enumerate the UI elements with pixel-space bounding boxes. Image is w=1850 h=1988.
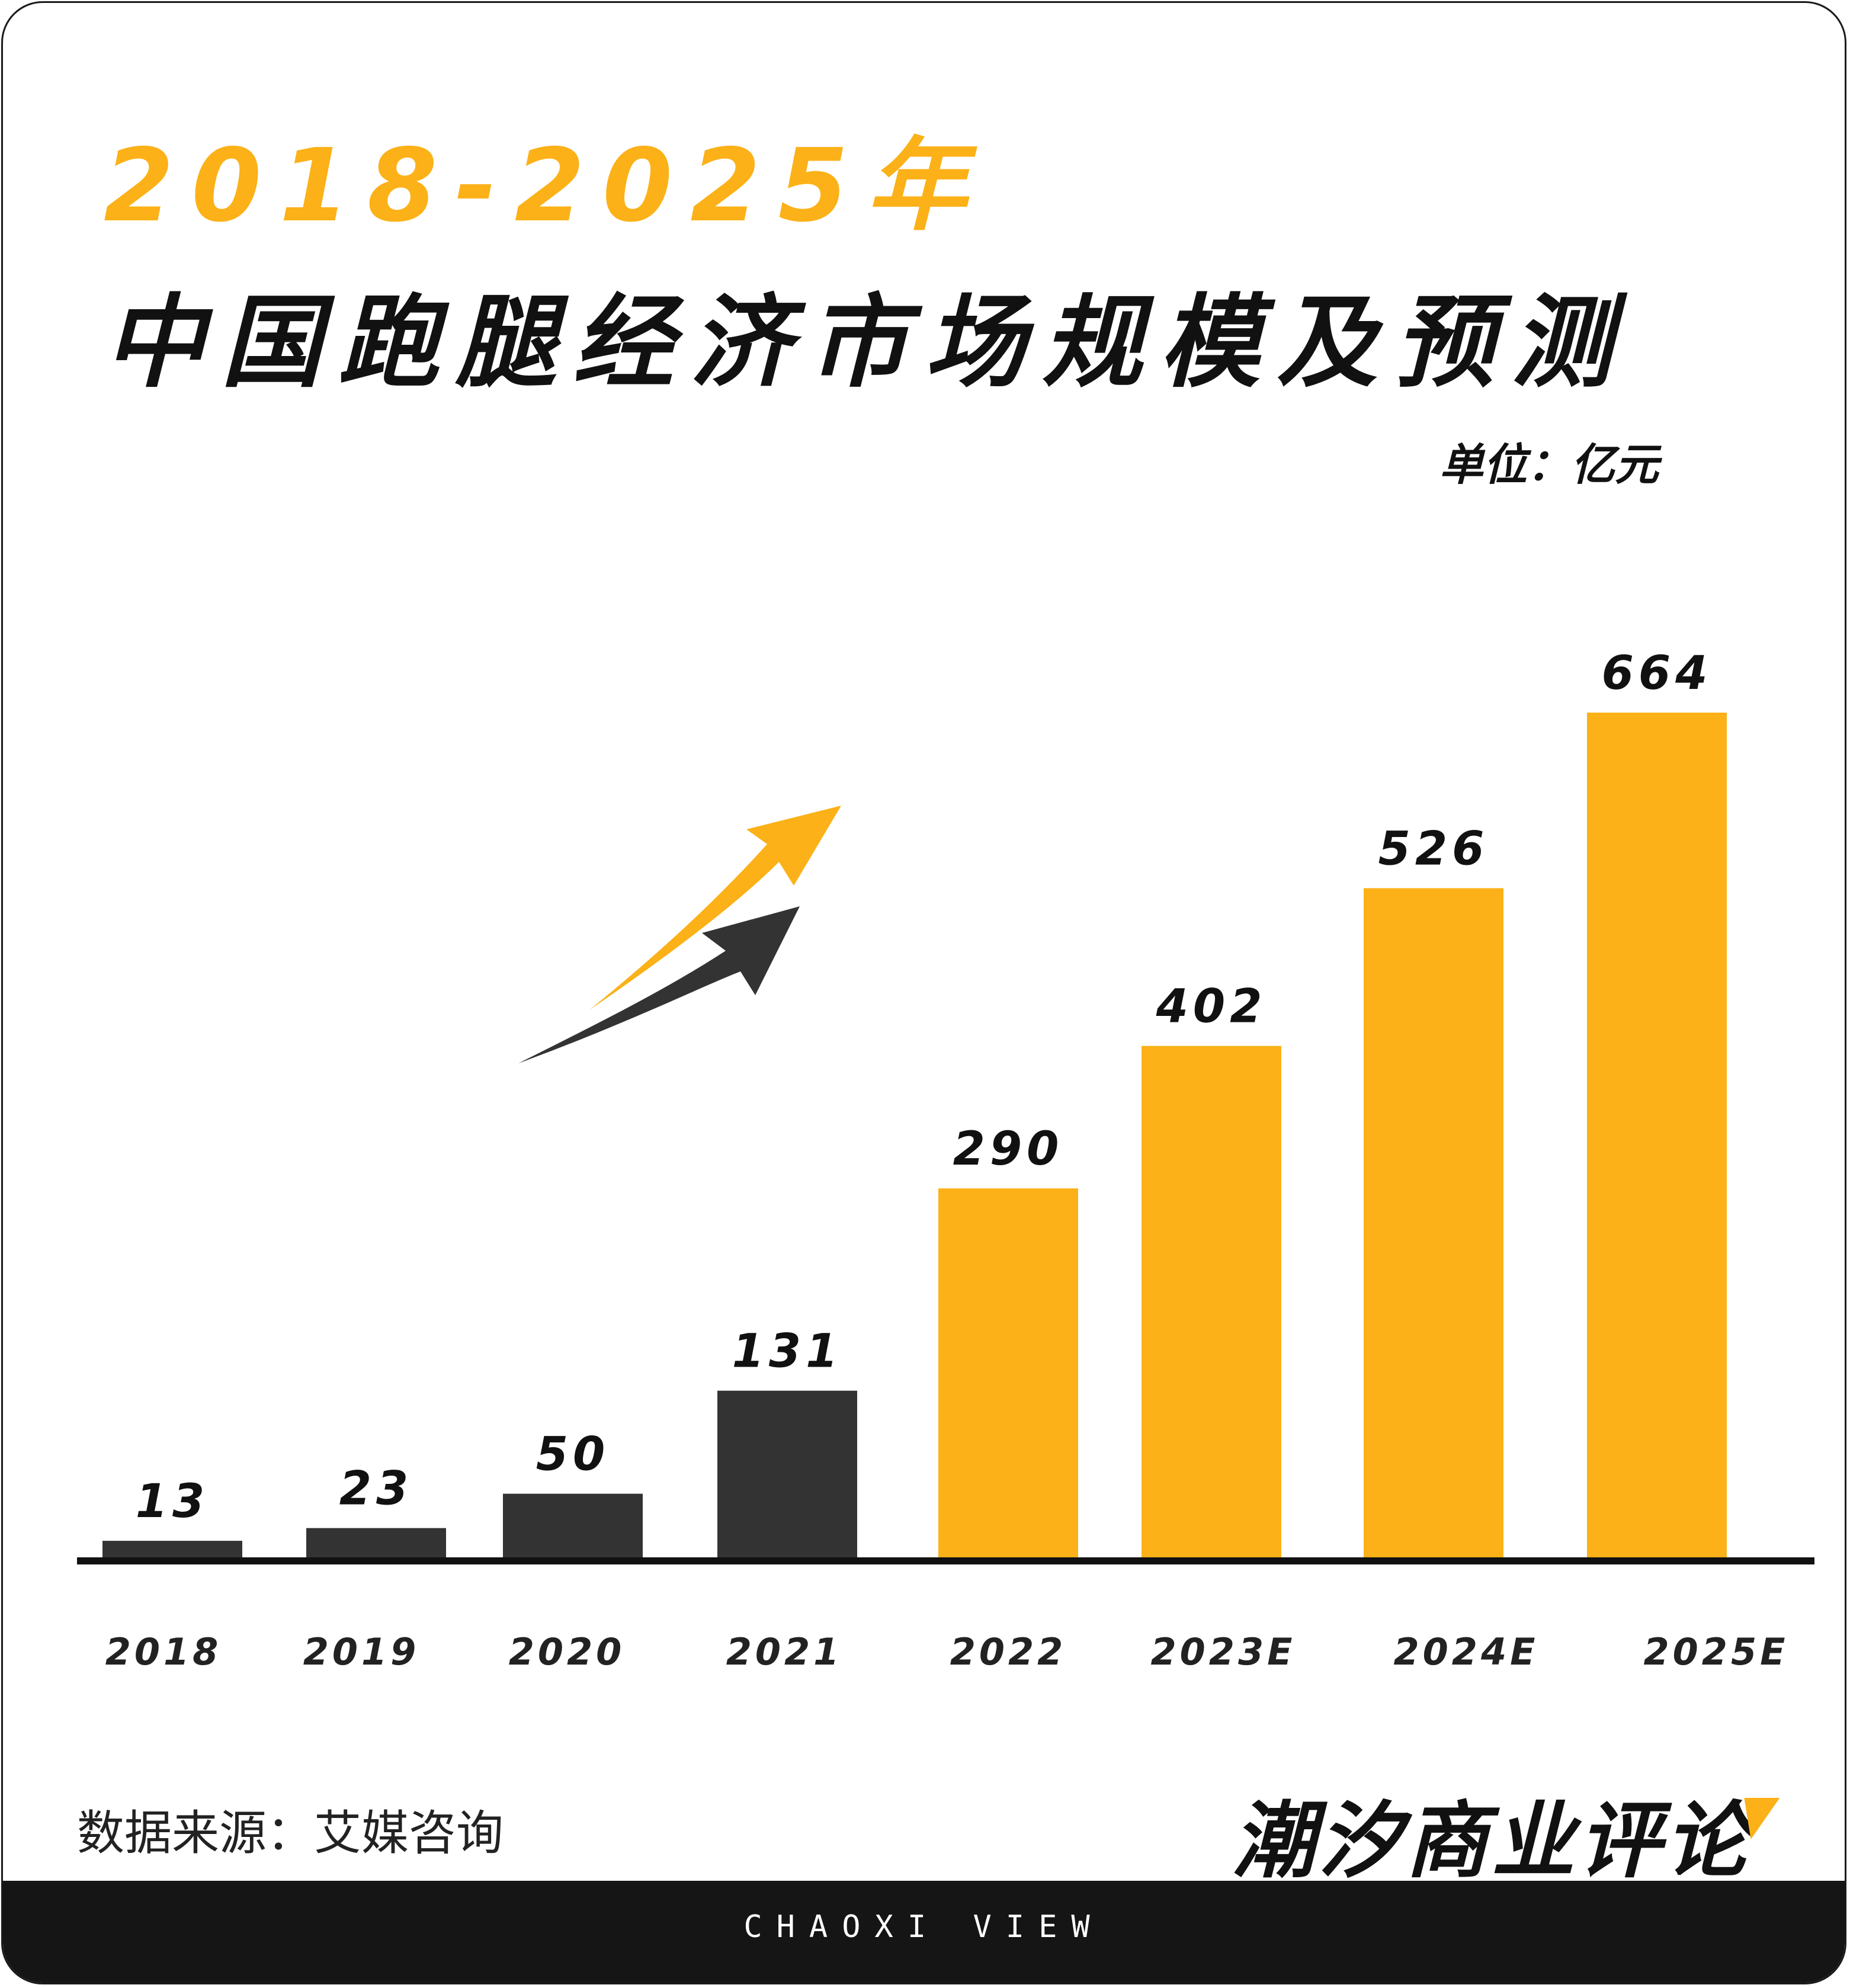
- x-tick-label: 2021: [726, 1630, 843, 1673]
- value-label: 290: [953, 1123, 1064, 1176]
- footer-brand-en: CHAOXI VIEW: [743, 1909, 1104, 1945]
- bar-2024E: [1364, 888, 1503, 1557]
- x-tick-label: 2020: [509, 1630, 626, 1673]
- data-source: 数据来源：艾媒咨询: [77, 1806, 504, 1861]
- value-label: 664: [1602, 647, 1713, 700]
- bar-chart: 13 2018 23 2019 50 2020 131 2021 290 2022 402 2023E…: [77, 647, 1814, 1673]
- x-tick-label: 2019: [303, 1630, 420, 1673]
- x-tick-label: 2023E: [1151, 1630, 1296, 1673]
- footer-bar: CHAOXI VIEW: [3, 1881, 1845, 1983]
- x-tick-label: 2022: [950, 1630, 1067, 1673]
- bar-2025E: [1587, 713, 1727, 1557]
- value-label: 402: [1156, 980, 1267, 1034]
- growth-arrow-icon: [518, 806, 841, 1063]
- bar-2021: [717, 1390, 857, 1557]
- bar-2019: [306, 1528, 446, 1557]
- bar-2023E: [1142, 1046, 1281, 1557]
- title-year: 2018-2025年: [104, 127, 985, 245]
- value-label: 131: [732, 1325, 843, 1378]
- brand-logo: 潮汐商业评论: [1232, 1793, 1752, 1890]
- x-tick-label: 2024E: [1394, 1630, 1539, 1673]
- unit-label: 单位：亿元: [1439, 440, 1659, 490]
- bar-2022: [938, 1188, 1078, 1557]
- value-label: 13: [136, 1475, 210, 1528]
- bar-2018: [102, 1541, 242, 1557]
- bar-2020: [503, 1493, 643, 1557]
- x-tick-label: 2018: [105, 1630, 222, 1673]
- value-label: 50: [536, 1428, 610, 1482]
- value-label: 23: [339, 1463, 413, 1516]
- value-label: 526: [1378, 822, 1489, 876]
- x-tick-label: 2025E: [1644, 1630, 1789, 1673]
- chart-title: 中国跑腿经济市场规模及预测: [104, 284, 1629, 402]
